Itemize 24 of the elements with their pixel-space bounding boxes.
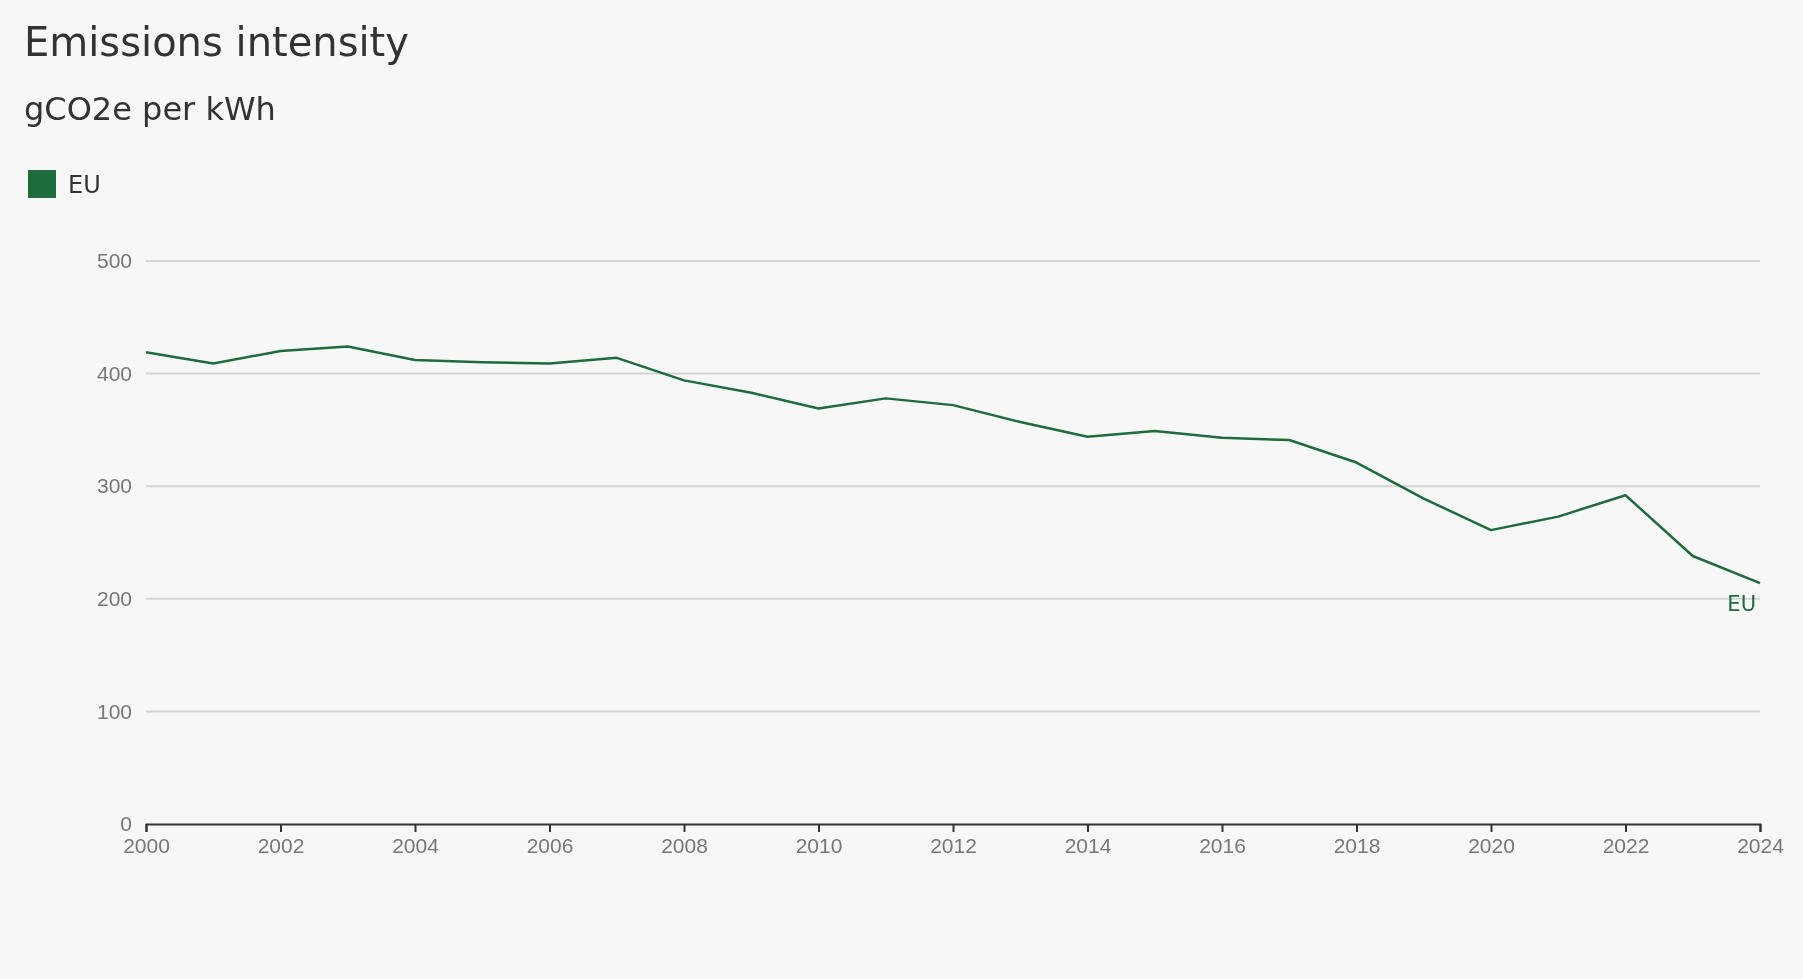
text: EU bbox=[1727, 592, 1756, 617]
y-tick-label: 300 bbox=[96, 474, 132, 498]
x-tick-label: 2006 bbox=[526, 833, 574, 857]
x-tick-label: 2022 bbox=[1602, 833, 1650, 857]
chart-subtitle: gCO2e per kWh bbox=[24, 90, 276, 128]
x-tick-label: 2004 bbox=[392, 833, 440, 857]
x-tick-label: 2010 bbox=[795, 833, 843, 857]
x-tick-label: 2012 bbox=[930, 833, 977, 857]
x-tick-label: 2014 bbox=[1064, 833, 1112, 857]
x-tick-label: 2024 bbox=[1737, 833, 1785, 857]
y-tick-label: 500 bbox=[96, 249, 132, 273]
x-tick-label: 2020 bbox=[1468, 833, 1515, 857]
chart-title: Emissions intensity bbox=[24, 19, 409, 65]
y-tick-label: 200 bbox=[96, 587, 132, 611]
x-tick-label: 2016 bbox=[1199, 833, 1246, 857]
x-tick-label: 2000 bbox=[123, 833, 170, 857]
legend-label: EU bbox=[68, 171, 101, 199]
x-tick-label: 2002 bbox=[257, 833, 305, 857]
x-tick-label: 2008 bbox=[661, 833, 708, 857]
y-tick-label: 100 bbox=[96, 699, 132, 723]
y-tick-label: 400 bbox=[96, 361, 132, 385]
y-tick-label: 0 bbox=[120, 812, 132, 836]
x-tick-label: 2018 bbox=[1333, 833, 1381, 857]
line-series bbox=[144, 345, 1762, 585]
